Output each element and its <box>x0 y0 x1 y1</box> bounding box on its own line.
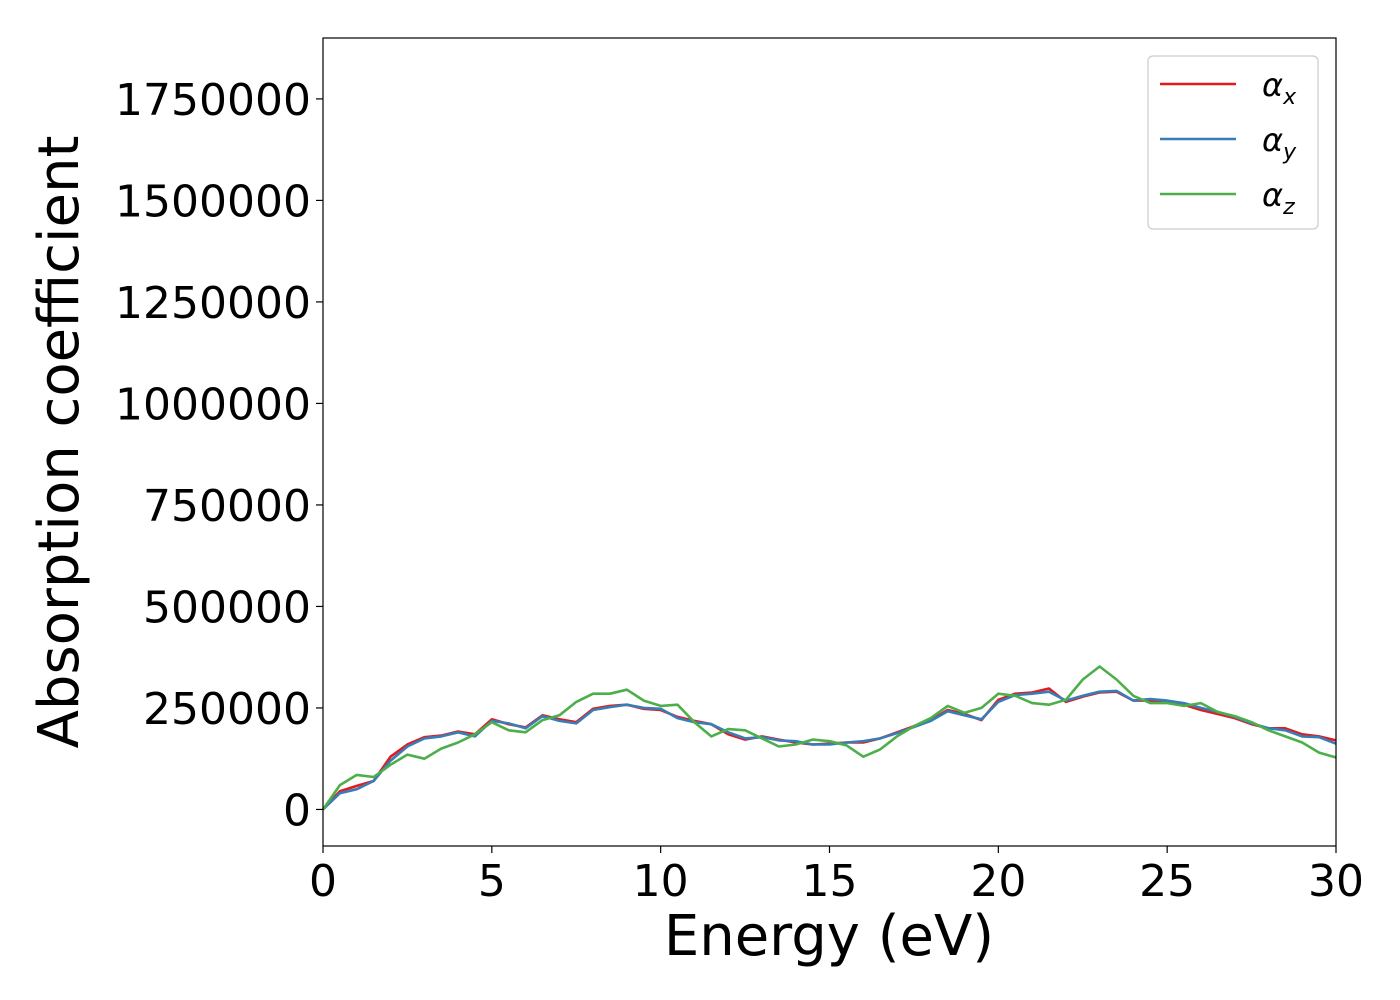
x-tick-label: 15 <box>802 856 858 907</box>
x-tick-label: 5 <box>478 856 506 907</box>
x-tick-label: 10 <box>633 856 689 907</box>
y-tick-label: 750000 <box>143 481 311 532</box>
series-line-z <box>321 665 1337 811</box>
series-line-y <box>322 689 1337 811</box>
y-tick-label: 250000 <box>143 684 311 735</box>
x-tick-label: 0 <box>309 856 337 907</box>
x-axis: 0 5 10 15 20 25 30 <box>309 846 1364 907</box>
y-tick-label: 1250000 <box>115 278 311 329</box>
legend: αx αy αz <box>1147 55 1319 230</box>
legend-label-z: αz <box>1262 176 1295 220</box>
x-tick-label: 25 <box>1139 856 1195 907</box>
y-axis-title: Absorption coefficient <box>27 136 92 749</box>
x-tick-label: 30 <box>1308 856 1364 907</box>
y-tick-label: 1750000 <box>115 75 311 126</box>
legend-box <box>1147 55 1319 230</box>
x-axis-title: Energy (eV) <box>664 904 994 969</box>
legend-label-x: αx <box>1262 66 1297 110</box>
y-axis: 0 250000 500000 750000 1000000 1250000 1500000… <box>115 75 323 836</box>
x-tick-label: 20 <box>970 856 1026 907</box>
y-tick-label: 1500000 <box>115 176 311 227</box>
y-tick-label: 0 <box>283 785 311 836</box>
legend-label-y: αy <box>1262 121 1297 165</box>
y-tick-label: 1000000 <box>115 379 311 430</box>
y-tick-label: 500000 <box>143 582 311 633</box>
plot-lines <box>321 665 1337 811</box>
